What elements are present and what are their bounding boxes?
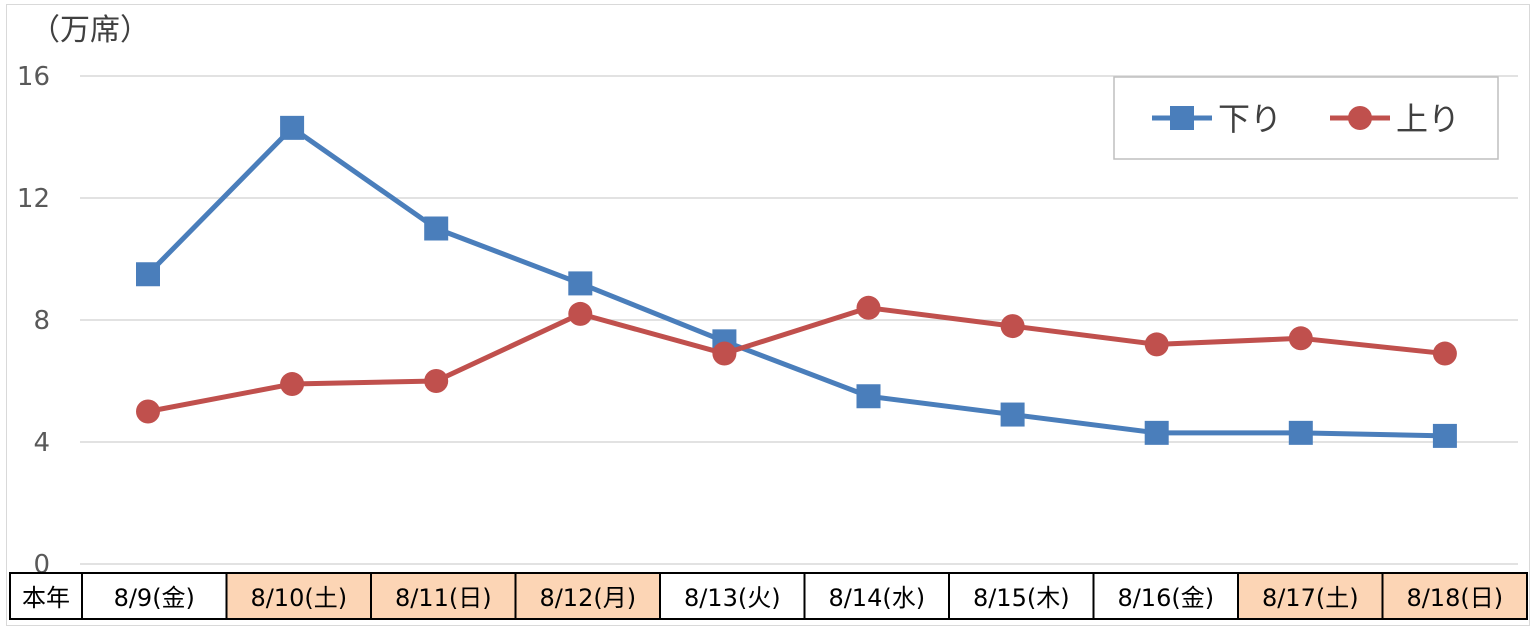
category-label: 8/15(木) [973, 584, 1070, 612]
legend-marker [1170, 106, 1194, 130]
y-tick-label: 4 [33, 428, 50, 458]
category-label: 8/11(日) [395, 584, 492, 612]
data-point [856, 295, 881, 320]
category-label: 8/10(土) [250, 584, 347, 612]
data-point [424, 369, 449, 393]
category-cell [659, 572, 806, 620]
category-label: 8/14(水) [828, 584, 925, 612]
category-label: 8/17(土) [1262, 584, 1359, 612]
data-point [568, 301, 593, 326]
category-cell [1237, 572, 1384, 620]
data-point [712, 341, 737, 366]
y-tick-label: 12 [17, 184, 50, 214]
legend-marker [1348, 106, 1372, 130]
data-point [1288, 326, 1313, 351]
category-label: 8/13(火) [684, 584, 781, 612]
data-point [1432, 423, 1457, 448]
data-point [1000, 314, 1025, 339]
table-header-cell [9, 572, 83, 620]
series-layer [136, 115, 1457, 448]
category-cell [81, 572, 228, 620]
category-cell [1092, 572, 1239, 620]
data-point [1288, 420, 1313, 445]
data-point [280, 115, 305, 140]
category-cell [514, 572, 661, 620]
table-row-header: 本年 [22, 584, 70, 612]
gridlines [80, 75, 1518, 565]
legend: 下り 上り [1113, 76, 1499, 160]
data-point [1144, 332, 1169, 357]
legend-label: 上り [1396, 100, 1460, 138]
category-cell [948, 572, 1095, 620]
legend-label: 下り [1218, 100, 1282, 138]
data-point [1144, 420, 1169, 445]
data-point [1432, 341, 1457, 366]
data-point [136, 262, 160, 287]
data-point [856, 384, 881, 409]
series-line-1 [146, 125, 1445, 439]
category-label: 8/16(金) [1117, 584, 1214, 612]
category-label: 8/9(金) [114, 584, 195, 612]
y-tick-label: 8 [33, 306, 50, 336]
category-cell [1381, 572, 1528, 620]
category-cell [370, 572, 517, 620]
data-point [280, 372, 305, 397]
category-label: 8/18(日) [1406, 584, 1503, 612]
series-line-2 [147, 305, 1446, 414]
unit-label: （万席） [30, 13, 150, 48]
data-point [568, 271, 593, 296]
y-tick-label: 16 [17, 62, 50, 92]
data-point [1000, 402, 1025, 427]
category-label: 8/12(月) [539, 584, 636, 612]
data-point [136, 399, 160, 424]
chart-frame [6, 4, 1530, 626]
category-table: 本年 8/9(金) 8/10(土) 8/11(日) 8/12(月) 8/13(火) 8/14… [9, 572, 1528, 620]
category-cell [225, 572, 372, 620]
data-point [424, 216, 449, 241]
